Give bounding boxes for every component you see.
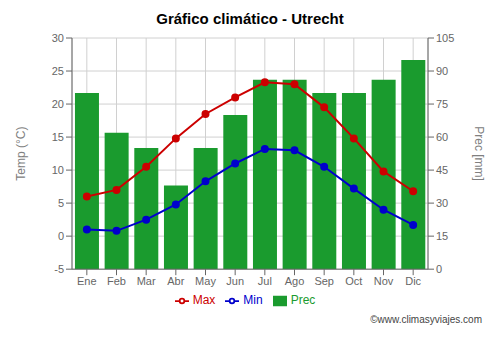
svg-text:105: 105 [436, 32, 454, 44]
svg-text:45: 45 [436, 164, 448, 176]
svg-text:15: 15 [52, 131, 64, 143]
html-text:Prec: Prec [290, 293, 316, 308]
svg-text:60: 60 [436, 131, 448, 143]
svg-text:30: 30 [52, 32, 64, 44]
html-text:©www.climasyviajes.com: ©www.climasyviajes.com [370, 314, 482, 325]
html-text:Gráfico climático - Utrecht: Gráfico climático - Utrecht [156, 10, 344, 27]
svg-text:15: 15 [436, 230, 448, 242]
svg-text:Sep: Sep [314, 275, 334, 287]
svg-text:Ago: Ago [285, 275, 305, 287]
svg-text:Nov: Nov [374, 275, 394, 287]
svg-text:30: 30 [436, 197, 448, 209]
svg-text:0: 0 [58, 230, 64, 242]
svg-text:Oct: Oct [345, 275, 362, 287]
svg-text:10: 10 [52, 164, 64, 176]
html-text:Min: Min [243, 293, 263, 308]
svg-text:75: 75 [436, 98, 448, 110]
svg-text:Ene: Ene [77, 275, 97, 287]
svg-text:25: 25 [52, 65, 64, 77]
svg-text:Abr: Abr [167, 275, 184, 287]
svg-text:90: 90 [436, 65, 448, 77]
svg-text:Jun: Jun [226, 275, 244, 287]
svg-text:Dic: Dic [405, 275, 421, 287]
svg-text:5: 5 [58, 197, 64, 209]
svg-text:Temp (°C): Temp (°C) [14, 127, 28, 181]
html-text:Max: Max [192, 293, 216, 308]
svg-text:20: 20 [52, 98, 64, 110]
svg-text:Jul: Jul [258, 275, 272, 287]
svg-text:0: 0 [436, 263, 442, 275]
svg-text:May: May [195, 275, 216, 287]
svg-text:Prec [mm]: Prec [mm] [472, 126, 486, 181]
svg-text:Mar: Mar [137, 275, 156, 287]
svg-text:-5: -5 [54, 263, 64, 275]
svg-text:Feb: Feb [107, 275, 126, 287]
